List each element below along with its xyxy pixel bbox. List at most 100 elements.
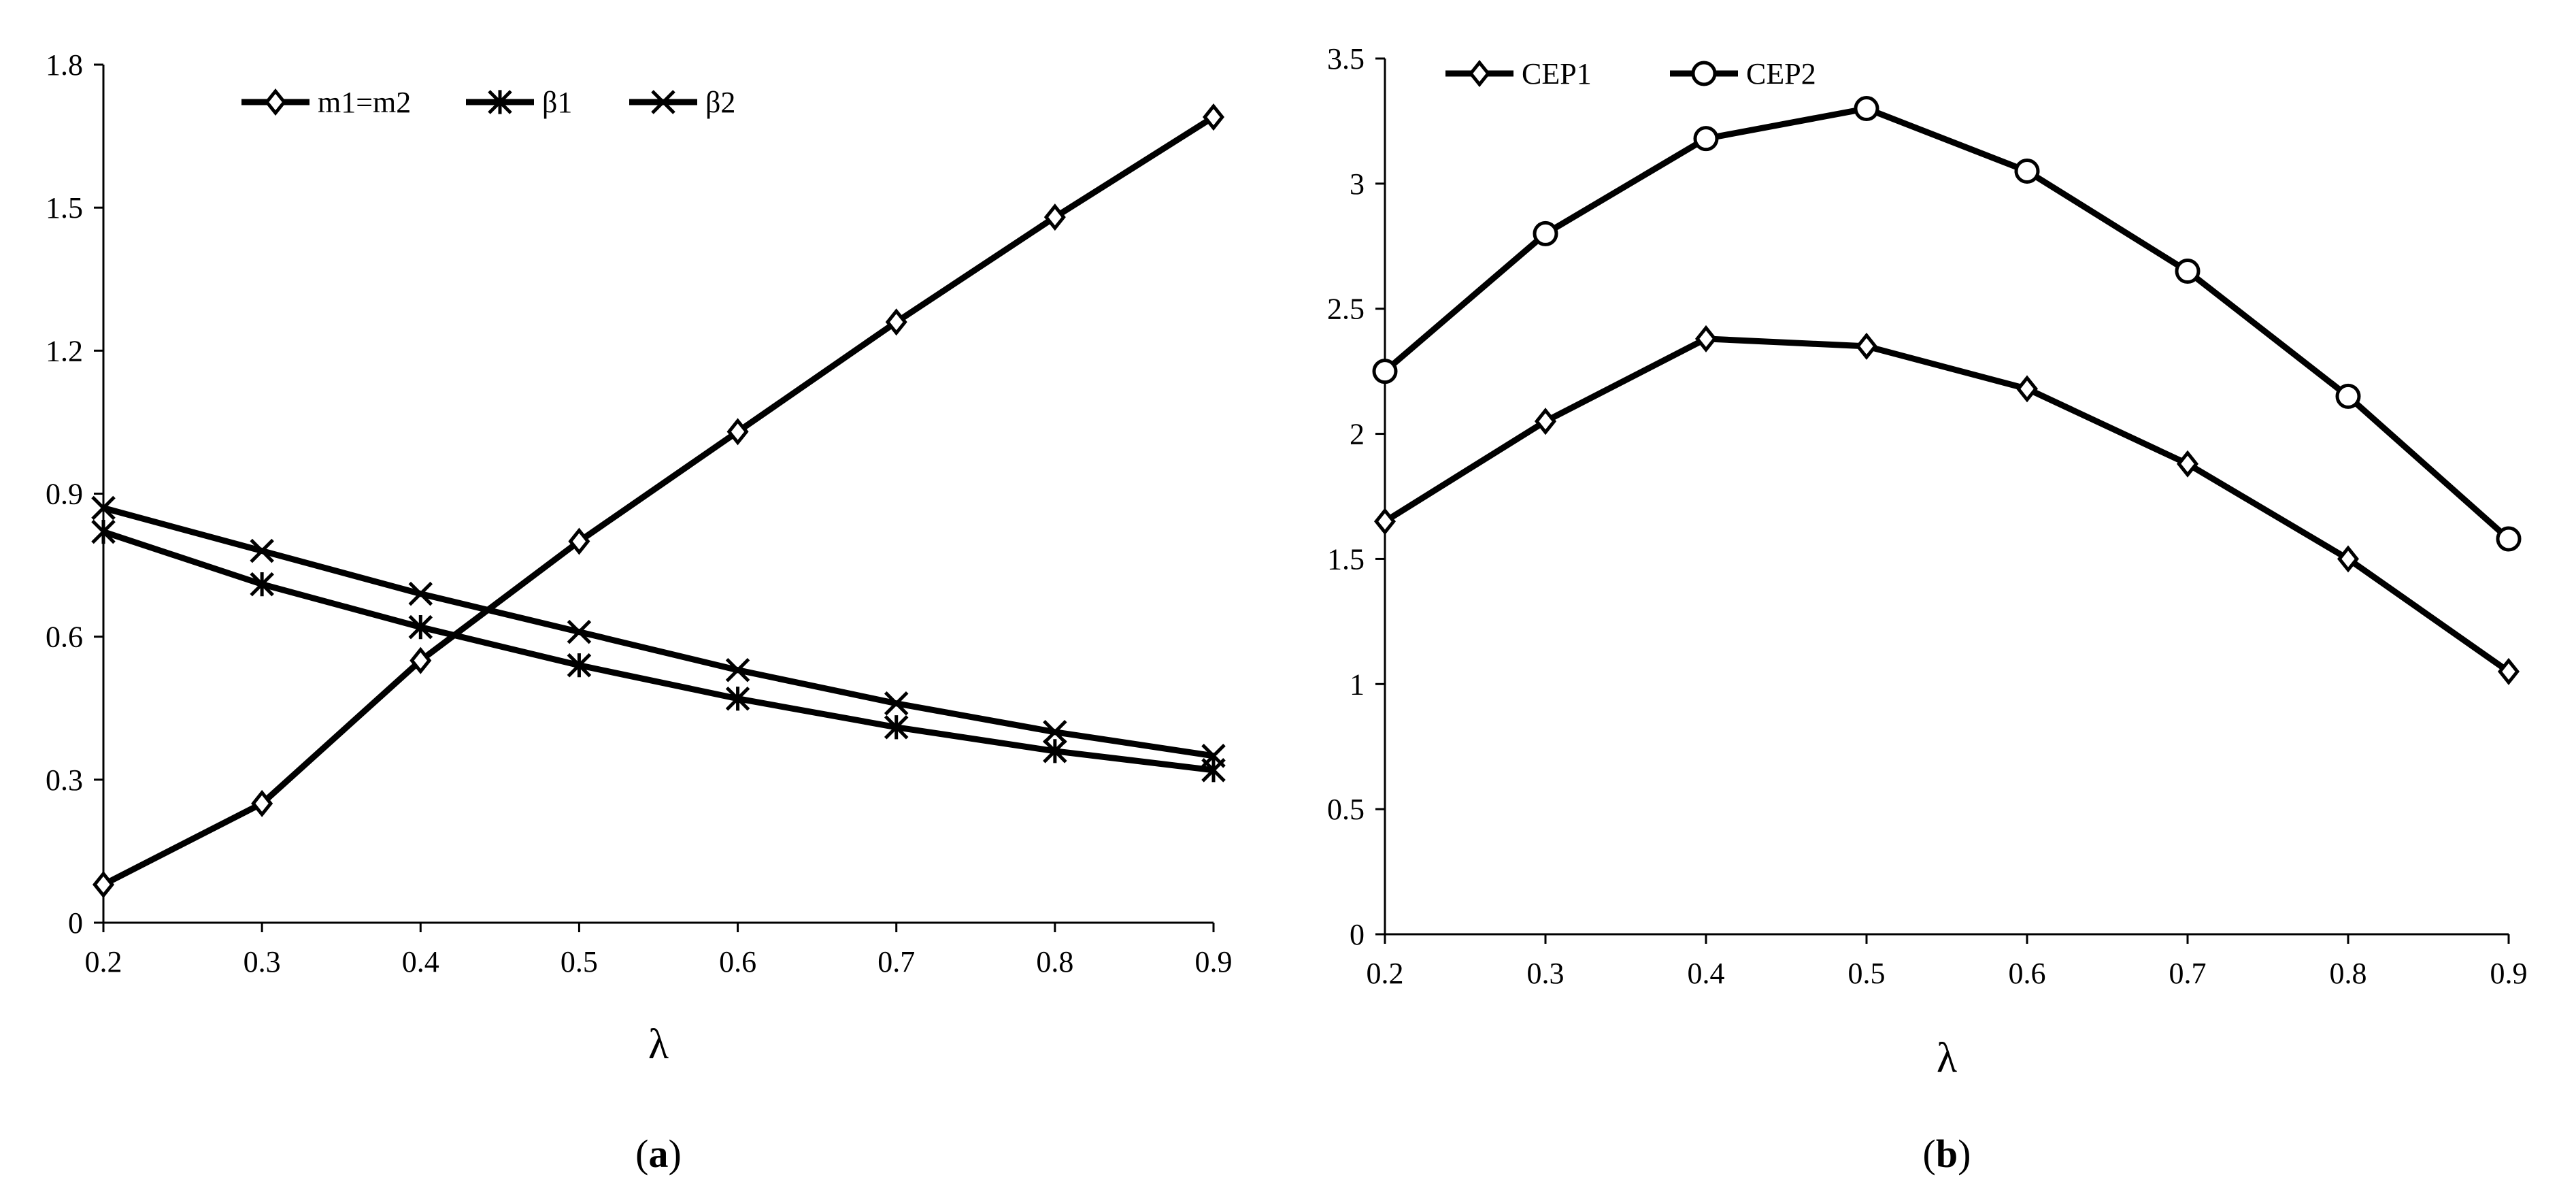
marker-circle bbox=[2335, 383, 2361, 409]
x-tick-label: 0.5 bbox=[1848, 957, 1886, 990]
marker-x bbox=[725, 657, 750, 682]
y-tick-label: 0 bbox=[1350, 918, 1365, 951]
x-axis-ticks: 0.2 0.3 0.4 0.5 0.6 0.7 0.8 0.9 bbox=[85, 923, 1233, 978]
legend-item: CEP2 bbox=[1670, 57, 1816, 91]
marker-diamond bbox=[1202, 103, 1225, 131]
x-tick-label: 0.5 bbox=[561, 945, 598, 978]
marker-asterisk bbox=[884, 715, 909, 740]
marker-x bbox=[651, 90, 675, 114]
marker-circle bbox=[1533, 220, 1558, 246]
legend-label: m1=m2 bbox=[318, 86, 411, 119]
y-tick-label: 0.9 bbox=[46, 478, 83, 511]
marker-x bbox=[1201, 744, 1226, 768]
y-tick-label: 0 bbox=[68, 906, 83, 940]
x-axis-title: λ bbox=[648, 1021, 669, 1068]
series-m1=m2 bbox=[92, 103, 1225, 898]
marker-asterisk bbox=[725, 686, 750, 711]
series-β2 bbox=[91, 495, 1226, 768]
marker-diamond bbox=[1468, 59, 1491, 88]
legend-label: CEP1 bbox=[1522, 57, 1592, 91]
y-axis-ticks: 0 0.5 1 1.5 2 2.5 3 3.5 bbox=[1327, 42, 1385, 951]
marker-asterisk bbox=[250, 572, 274, 597]
legend: CEP1 CEP2 bbox=[1445, 57, 1816, 91]
x-tick-label: 0.2 bbox=[1367, 957, 1404, 990]
marker-diamond bbox=[2497, 657, 2520, 685]
series-line bbox=[1383, 105, 2511, 542]
series-line bbox=[102, 529, 1214, 774]
x-tick-label: 0.9 bbox=[1195, 945, 1233, 978]
x-tick-label: 0.6 bbox=[719, 945, 756, 978]
panel-label: (a) bbox=[635, 1132, 682, 1176]
marker-x bbox=[1043, 720, 1067, 744]
y-tick-label: 0.3 bbox=[46, 763, 83, 797]
marker-diamond bbox=[92, 870, 115, 898]
series-layer bbox=[1372, 96, 2522, 685]
legend-label: CEP2 bbox=[1746, 57, 1816, 91]
series-line bbox=[101, 114, 1216, 887]
marker-diamond bbox=[2337, 545, 2360, 573]
series-line bbox=[102, 505, 1214, 759]
x-tick-label: 0.7 bbox=[877, 945, 915, 978]
marker-asterisk bbox=[488, 90, 512, 114]
marker-diamond bbox=[2015, 375, 2039, 403]
legend-label: β1 bbox=[542, 86, 572, 119]
marker-x bbox=[567, 619, 592, 644]
marker-asterisk bbox=[567, 653, 592, 678]
marker-diamond bbox=[1534, 408, 1557, 435]
marker-diamond bbox=[1694, 325, 1718, 352]
marker-diamond bbox=[1043, 203, 1066, 231]
y-tick-label: 1.5 bbox=[1327, 542, 1365, 576]
marker-diamond bbox=[251, 789, 273, 817]
marker-x bbox=[408, 581, 433, 606]
x-axis-ticks: 0.2 0.3 0.4 0.5 0.6 0.7 0.8 0.9 bbox=[1367, 934, 2528, 990]
marker-diamond bbox=[1855, 332, 1878, 360]
legend-item: β2 bbox=[629, 86, 735, 119]
marker-circle bbox=[2014, 158, 2040, 184]
x-tick-label: 0.7 bbox=[2169, 957, 2207, 990]
legend-item: m1=m2 bbox=[241, 86, 411, 119]
y-tick-label: 0.6 bbox=[46, 621, 83, 654]
series-line bbox=[1383, 335, 2511, 674]
x-tick-label: 0.8 bbox=[1036, 945, 1073, 978]
y-tick-label: 2.5 bbox=[1327, 293, 1365, 326]
marker-x bbox=[884, 691, 909, 716]
marker-diamond bbox=[1373, 508, 1396, 536]
x-tick-label: 0.3 bbox=[1527, 957, 1565, 990]
marker-circle bbox=[2175, 259, 2201, 284]
marker-asterisk bbox=[91, 519, 116, 544]
x-axis-title: λ bbox=[1937, 1035, 1957, 1081]
marker-diamond bbox=[885, 308, 907, 336]
y-tick-label: 1.5 bbox=[46, 191, 83, 225]
y-tick-label: 3 bbox=[1350, 167, 1365, 201]
y-tick-label: 3.5 bbox=[1327, 42, 1365, 76]
marker-diamond bbox=[264, 88, 287, 116]
marker-diamond bbox=[726, 418, 749, 446]
marker-asterisk bbox=[408, 614, 433, 640]
marker-circle bbox=[1693, 126, 1719, 152]
marker-x bbox=[91, 495, 116, 521]
marker-circle bbox=[1372, 359, 1398, 384]
marker-x bbox=[250, 538, 274, 563]
y-tick-label: 1.8 bbox=[46, 48, 83, 82]
x-tick-label: 0.2 bbox=[85, 945, 122, 978]
legend: m1=m2 β1 β2 bbox=[241, 86, 735, 119]
series-CEP2 bbox=[1372, 96, 2522, 552]
marker-circle bbox=[1691, 61, 1717, 86]
series-CEP1 bbox=[1373, 325, 2520, 685]
x-tick-label: 0.4 bbox=[402, 945, 439, 978]
series-layer bbox=[91, 103, 1226, 898]
y-axis-ticks: 0 0.3 0.6 0.9 1.2 1.5 1.8 bbox=[46, 48, 103, 940]
legend-label: β2 bbox=[705, 86, 735, 119]
x-tick-label: 0.6 bbox=[2009, 957, 2046, 990]
chart-panel-a: 00.30.60.91.21.51.8 0.2 0.3 0.4 0.5 0.6 0.7 0.… bbox=[46, 48, 1233, 1176]
x-tick-label: 0.4 bbox=[1688, 957, 1725, 990]
marker-circle bbox=[2496, 526, 2522, 552]
chart-panel-b: 00.511.522.533.5 0.2 0.3 0.4 0.5 0.6 0.7 0.8 0.… bbox=[1327, 42, 2528, 1176]
x-tick-label: 0.3 bbox=[244, 945, 281, 978]
panel-label: (b) bbox=[1923, 1132, 1971, 1176]
y-tick-label: 1.2 bbox=[46, 334, 83, 367]
y-tick-label: 0.5 bbox=[1327, 793, 1365, 826]
x-tick-label: 0.9 bbox=[2490, 957, 2528, 990]
